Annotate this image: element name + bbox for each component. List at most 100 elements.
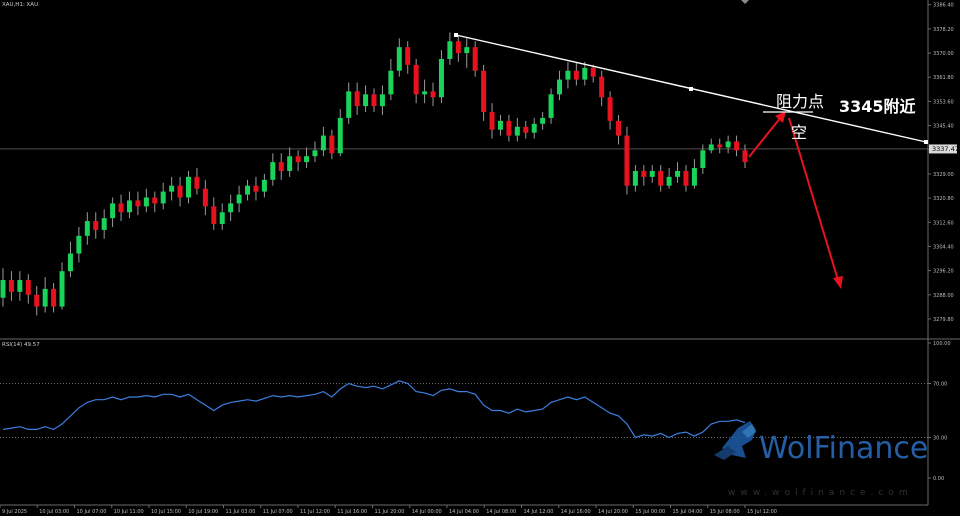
- price-tick-label: 3312.60: [933, 220, 954, 226]
- candle: [118, 194, 124, 222]
- candle: [506, 114, 512, 142]
- candle: [17, 271, 23, 301]
- candle-body: [186, 176, 191, 198]
- candle-body: [110, 203, 116, 219]
- candle: [304, 147, 310, 169]
- candle: [540, 112, 546, 130]
- wolf-logo-icon: [714, 421, 756, 460]
- price-tick-label: 3345.40: [933, 124, 954, 130]
- candle: [337, 109, 343, 157]
- candle-body: [641, 170, 647, 177]
- time-tick-label: 15 Jul 04:00: [673, 509, 703, 515]
- candle-body: [236, 194, 242, 204]
- candle-body: [658, 170, 664, 186]
- arrow-up-segment: [748, 116, 782, 158]
- current-price-tag: [929, 144, 957, 154]
- candle-body: [84, 221, 90, 236]
- candle: [489, 103, 495, 139]
- price-tick-label: 3370.00: [933, 51, 954, 57]
- time-tick-label: 10 Jul 19:00: [188, 509, 218, 515]
- price-tick-label: 3361.80: [933, 75, 954, 81]
- candle-body: [708, 144, 714, 151]
- candle-body: [616, 120, 622, 136]
- chart-shift-marker[interactable]: [741, 0, 749, 4]
- candle-body: [261, 179, 267, 192]
- candle: [514, 117, 520, 142]
- candle: [295, 150, 301, 171]
- candle: [320, 126, 326, 157]
- watermark-url: www.wolfinance.com: [728, 488, 913, 498]
- candle-body: [329, 135, 335, 154]
- candle-body: [700, 150, 706, 169]
- candle-body: [405, 47, 411, 65]
- candle-body: [93, 221, 99, 230]
- candle: [388, 58, 394, 101]
- candle: [278, 153, 284, 180]
- candle: [25, 274, 31, 304]
- candle: [666, 168, 672, 189]
- candle-body: [565, 70, 571, 80]
- candle-body: [219, 212, 225, 225]
- candle-body: [691, 168, 697, 186]
- candle: [126, 191, 132, 219]
- candle-body: [489, 112, 495, 130]
- candle: [734, 135, 740, 157]
- candle: [742, 144, 748, 169]
- candle-body: [438, 58, 444, 98]
- candle-body: [211, 206, 217, 225]
- trendline-handle-end[interactable]: [924, 140, 928, 144]
- candle-body: [295, 156, 301, 163]
- candle: [186, 170, 191, 204]
- resistance-trendline[interactable]: [454, 33, 928, 144]
- price-tick-label: 3386.40: [933, 3, 954, 9]
- candle: [67, 241, 73, 278]
- trendline-handle-mid[interactable]: [689, 87, 693, 91]
- candle-body: [126, 200, 132, 213]
- candle-body: [447, 41, 453, 59]
- candle-body: [59, 271, 65, 307]
- short-label: 空: [791, 123, 807, 142]
- time-tick-label: 9 Jul 2025: [2, 509, 27, 515]
- candle-body: [42, 288, 48, 307]
- candle-body: [430, 91, 436, 98]
- candle-body: [320, 135, 326, 151]
- candle: [354, 82, 360, 115]
- time-tick-label: 14 Jul 00:00: [412, 509, 442, 515]
- candle: [481, 64, 487, 121]
- price-tick-label: 3288.00: [933, 293, 954, 299]
- rsi-label: RSI(14) 49.57: [2, 342, 40, 348]
- watermark-brand: WolFinance: [759, 431, 928, 466]
- candle: [582, 61, 588, 86]
- candle-body: [675, 170, 681, 177]
- time-tick-label: 14 Jul 16:00: [561, 509, 591, 515]
- candle: [717, 138, 723, 154]
- candle-body: [540, 117, 546, 124]
- candle: [658, 165, 664, 192]
- candle-body: [632, 170, 638, 186]
- candle: [725, 135, 731, 154]
- candle: [177, 176, 183, 207]
- candle-body: [337, 117, 343, 154]
- rsi-tick-label: 30.00: [933, 436, 947, 442]
- price-tick-label: 3296.20: [933, 269, 954, 275]
- candle: [34, 285, 40, 316]
- resistance-label: 阻力点: [776, 92, 824, 111]
- time-tick-label: 11 Jul 03:00: [226, 509, 256, 515]
- candle: [228, 194, 234, 222]
- candle-body: [557, 79, 562, 95]
- current-price-label: 3337.47: [932, 145, 959, 153]
- time-tick-label: 15 Jul 08:00: [710, 509, 740, 515]
- candle-body: [278, 162, 284, 171]
- rsi-line: [2, 380, 746, 439]
- candle: [708, 138, 714, 154]
- candle: [405, 41, 411, 74]
- trendline-handle-start[interactable]: [454, 33, 458, 37]
- candle: [641, 165, 647, 186]
- symbol-label: XAU,H1: XAU: [2, 2, 38, 8]
- candle: [59, 262, 65, 310]
- candle: [76, 226, 82, 263]
- candle-body: [531, 123, 537, 133]
- candle: [379, 85, 385, 115]
- candle: [447, 32, 453, 65]
- candle: [557, 70, 562, 101]
